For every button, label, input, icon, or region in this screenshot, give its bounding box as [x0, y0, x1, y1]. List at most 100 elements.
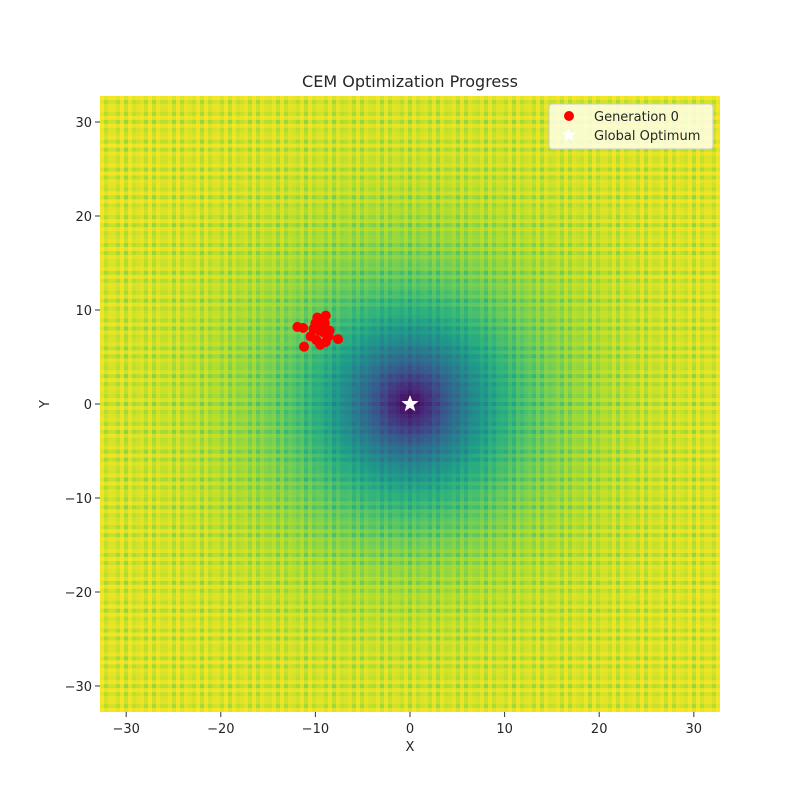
heatmap-cell [176, 465, 181, 471]
heatmap-cell [176, 576, 181, 582]
heatmap-cell [128, 608, 133, 614]
heatmap-cell [220, 290, 225, 296]
heatmap-cell [108, 684, 113, 689]
heatmap-cell [128, 421, 133, 427]
heatmap-cell [208, 453, 213, 459]
heatmap-cell [124, 394, 129, 399]
heatmap-cell [160, 517, 165, 522]
heatmap-cell [172, 239, 177, 244]
heatmap-cell [224, 405, 229, 411]
heatmap-cell [108, 509, 113, 514]
heatmap-cell [100, 274, 105, 280]
heatmap-cell [200, 481, 205, 487]
heatmap-cell [224, 489, 229, 495]
heatmap-cell [132, 696, 137, 701]
heatmap-cell [112, 469, 117, 475]
heatmap-cell [192, 493, 197, 498]
heatmap-cell [196, 123, 201, 129]
heatmap-cell [200, 493, 205, 498]
heatmap-cell [112, 266, 117, 272]
heatmap-cell [108, 636, 113, 642]
heatmap-cell [148, 664, 153, 669]
heatmap-cell [164, 441, 169, 447]
heatmap-cell [172, 553, 177, 558]
heatmap-cell [192, 366, 197, 371]
heatmap-cell [140, 378, 145, 383]
heatmap-cell [144, 191, 149, 196]
heatmap-cell [208, 179, 213, 185]
heatmap-cell [164, 366, 169, 371]
heatmap-cell [220, 521, 225, 526]
heatmap-cell [176, 405, 181, 411]
heatmap-cell [140, 247, 145, 252]
heatmap-cell [132, 409, 137, 415]
heatmap-cell [104, 314, 109, 320]
heatmap-cell [164, 270, 169, 276]
heatmap-cell [188, 131, 193, 137]
heatmap-cell [136, 640, 141, 646]
heatmap-cell [164, 235, 169, 240]
heatmap-cell [176, 485, 181, 491]
heatmap-cell [104, 310, 109, 316]
heatmap-cell [100, 429, 105, 435]
heatmap-cell [172, 115, 177, 121]
heatmap-cell [144, 382, 149, 387]
heatmap-cell [136, 584, 141, 590]
heatmap-cell [164, 274, 169, 280]
heatmap-cell [120, 652, 125, 657]
heatmap-cell [192, 135, 197, 141]
heatmap-cell [140, 580, 145, 586]
heatmap-cell [172, 167, 177, 173]
heatmap-cell [116, 127, 121, 133]
heatmap-cell [200, 652, 205, 657]
heatmap-cell [124, 342, 129, 347]
heatmap-cell [208, 215, 213, 220]
heatmap-cell [204, 493, 209, 498]
heatmap-cell [220, 505, 225, 510]
heatmap-cell [172, 274, 177, 280]
heatmap-cell [204, 549, 209, 554]
heatmap-cell [220, 588, 225, 594]
heatmap-cell [144, 103, 149, 109]
heatmap-cell [188, 338, 193, 343]
heatmap-cell [172, 517, 177, 522]
heatmap-cell [216, 612, 221, 618]
heatmap-cell [180, 572, 185, 578]
heatmap-cell [164, 247, 169, 252]
heatmap-cell [216, 290, 221, 296]
heatmap-cell [100, 250, 105, 256]
heatmap-cell [172, 354, 177, 359]
heatmap-cell [104, 258, 109, 264]
heatmap-cell [216, 608, 221, 614]
heatmap-cell [116, 505, 121, 510]
heatmap-cell [100, 584, 105, 590]
heatmap-cell [124, 584, 129, 590]
heatmap-cell [128, 409, 133, 415]
heatmap-cell [136, 151, 141, 157]
heatmap-cell [188, 473, 193, 479]
heatmap-cell [108, 481, 113, 487]
heatmap-cell [136, 521, 141, 526]
heatmap-cell [156, 250, 161, 256]
heatmap-cell [104, 477, 109, 483]
heatmap-cell [136, 370, 141, 375]
heatmap-cell [164, 211, 169, 216]
heatmap-cell [200, 568, 205, 574]
heatmap-cell [208, 258, 213, 264]
heatmap-cell [164, 461, 169, 467]
heatmap-cell [196, 612, 201, 618]
heatmap-cell [108, 680, 113, 685]
heatmap-cell [200, 572, 205, 578]
heatmap-cell [180, 155, 185, 161]
heatmap-cell [164, 676, 169, 681]
heatmap-cell [180, 580, 185, 586]
heatmap-cell [136, 445, 141, 451]
heatmap-cell [192, 266, 197, 272]
heatmap-cell [100, 644, 105, 650]
heatmap-cell [132, 139, 137, 145]
heatmap-cell [204, 235, 209, 240]
heatmap-cell [196, 354, 201, 359]
heatmap-cell [120, 262, 125, 268]
heatmap-cell [156, 648, 161, 653]
heatmap-cell [132, 529, 137, 534]
